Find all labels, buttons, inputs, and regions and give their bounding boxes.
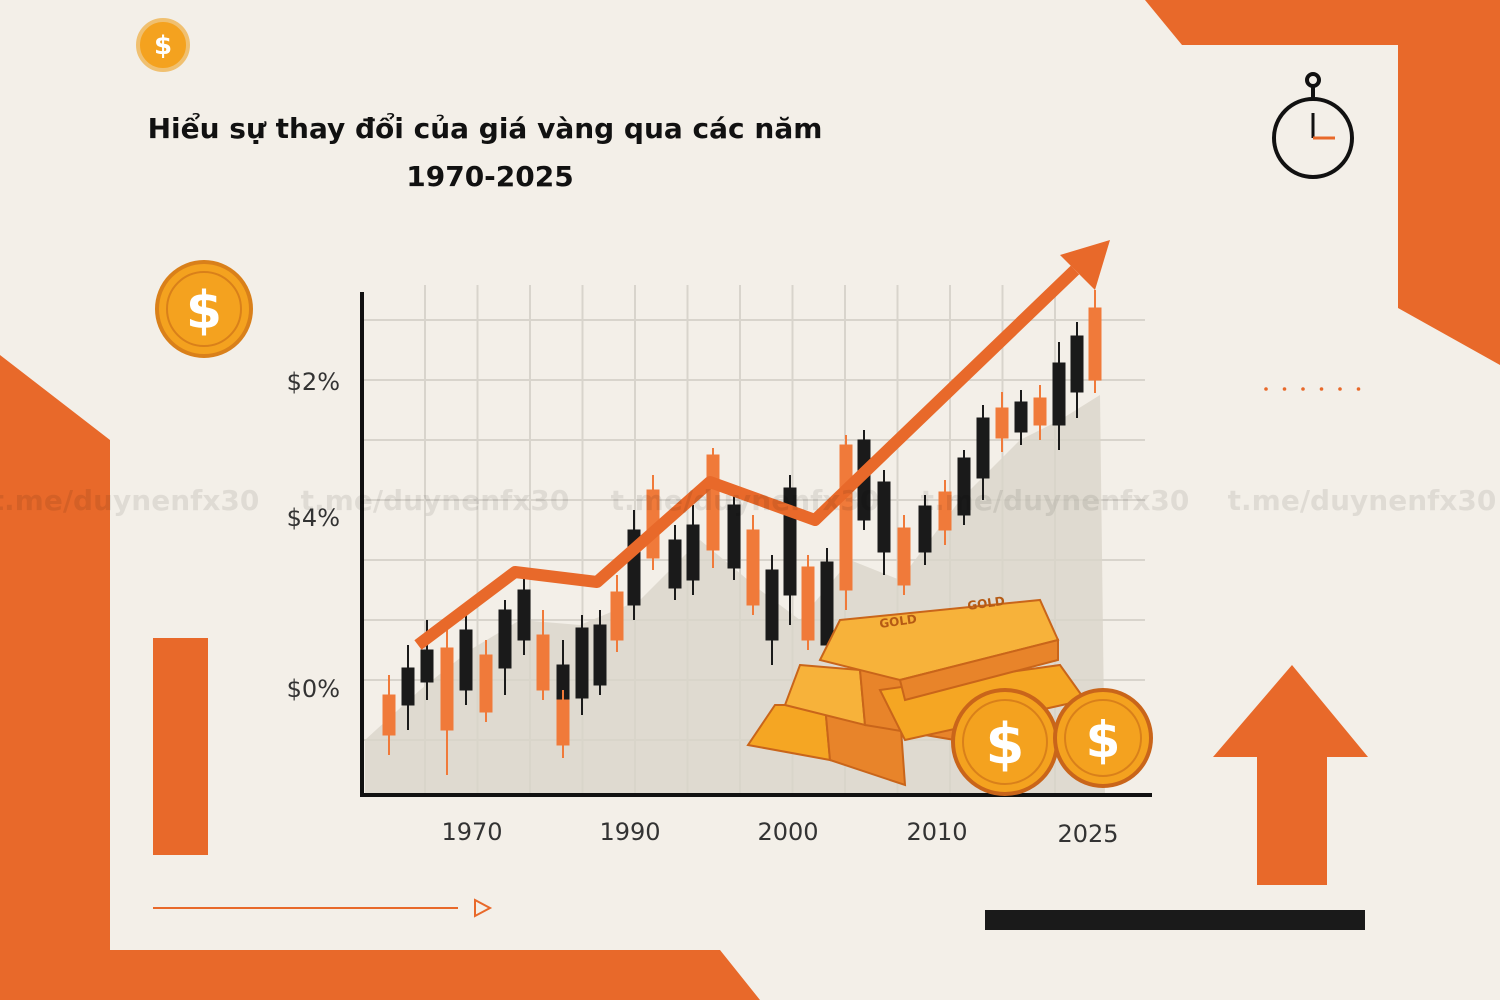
coin-symbol: $ [986,712,1025,777]
candle [420,649,434,683]
candle [1033,397,1047,426]
watermark: t.me/duynenfx30 [921,484,1190,517]
watermark: t.me/duynenfx30 [0,484,259,517]
coin-symbol: $ [1086,711,1121,769]
corner-shape [1145,0,1500,365]
dot [1301,387,1305,391]
candle [459,629,473,691]
y-label: $2% [287,368,340,396]
candle [479,654,493,713]
title: 1970-2025 [406,160,573,193]
candle [839,444,853,591]
y-label: $0% [287,675,340,703]
x-label: 2025 [1057,820,1118,848]
candle [995,407,1009,439]
coin-symbol: $ [186,281,222,341]
candle [957,457,971,516]
candle [1052,362,1066,426]
bar-label: GOLD [878,612,917,631]
deco-bar [985,910,1365,930]
deco-bar [153,638,208,855]
candle [382,694,396,736]
candle [593,624,607,686]
candle [536,634,550,691]
candle [610,591,624,641]
coin-icon [136,18,190,72]
bar-label: GOLD [966,594,1005,613]
trend-arrowhead [1060,240,1110,290]
dot [1356,387,1361,391]
dot [1282,387,1287,391]
up-arrow [1213,665,1368,885]
coin-icon [1053,688,1153,788]
candle [556,699,570,746]
candle [746,529,760,606]
coin-ring [1064,699,1142,777]
dot [1319,387,1324,391]
title: Hiểu sự thay đổi của giá vàng qua các nă… [148,111,823,145]
candle [440,647,454,731]
candle [820,561,834,646]
x-label: 1990 [599,818,660,846]
watermark: t.me/duynenfx30 [1228,484,1497,517]
watermark: t.me/duynenfx30 [611,484,880,517]
candle [686,524,700,581]
candle [918,505,932,553]
x-label: 2000 [757,818,818,846]
candle [1070,335,1084,393]
candle [575,627,589,699]
candle [401,667,415,706]
candle [765,569,779,641]
y-label: $4% [287,504,340,532]
candle [897,527,911,586]
watermark: t.me/duynenfx30 [301,484,570,517]
candle [1014,401,1028,433]
coin-symbol: $ [154,31,172,61]
trend-arrow [414,265,1080,650]
candle [668,539,682,589]
dot [1338,387,1342,391]
corner-shape [0,355,760,1000]
dots [1264,387,1361,391]
candle [1088,307,1102,381]
candle [976,417,990,479]
candle [517,589,531,641]
candle [801,566,815,641]
x-label: 2010 [906,818,967,846]
coin-ring [962,699,1048,785]
stopwatch [1272,72,1354,179]
coin-icon [155,260,253,358]
deco-arrow [474,898,493,918]
candle [938,491,952,531]
candle [877,481,891,553]
x-label: 1970 [441,818,502,846]
candle [498,609,512,669]
coin-ring [166,271,242,347]
dot [1264,387,1268,391]
candle [727,504,741,569]
